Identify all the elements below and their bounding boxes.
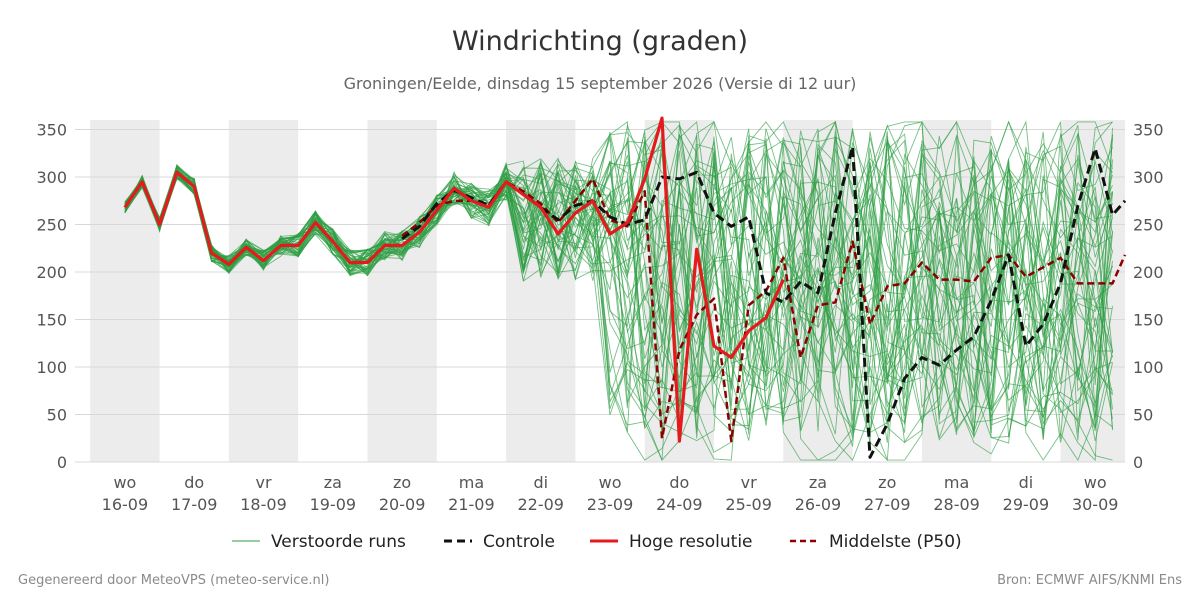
x-tick-day: wo — [1084, 473, 1107, 492]
x-tick-day: zo — [878, 473, 896, 492]
x-tick-date: 17-09 — [171, 495, 218, 514]
legend-label-control: Controle — [483, 532, 555, 552]
footer-source: Bron: ECMWF AIFS/KNMI Ens — [997, 573, 1182, 588]
x-tick-date: 26-09 — [795, 495, 842, 514]
y-tick-label-right: 300 — [1133, 168, 1164, 187]
ensemble-member-line — [124, 133, 1113, 420]
x-tick-day: wo — [599, 473, 622, 492]
legend: Verstoorde runs Controle Hoge resolutie … — [232, 532, 962, 552]
x-tick-day: do — [669, 473, 689, 492]
x-tick-day: za — [324, 473, 342, 492]
x-tick-day: ma — [944, 473, 969, 492]
x-tick-date: 23-09 — [587, 495, 634, 514]
chart-subtitle: Groningen/Eelde, dinsdag 15 september 20… — [344, 74, 857, 93]
x-tick-day: zo — [393, 473, 411, 492]
legend-label-median: Middelste (P50) — [829, 532, 962, 552]
hires-line — [123, 116, 785, 443]
y-tick-label-left: 300 — [36, 168, 67, 187]
y-tick-label-right: 50 — [1133, 406, 1153, 425]
ensemble-member-line — [124, 120, 1113, 440]
ensemble-member-line — [124, 134, 1113, 461]
y-tick-label-right: 100 — [1133, 358, 1164, 377]
ensemble-member-line — [124, 135, 1113, 433]
x-tick-date: 22-09 — [517, 495, 564, 514]
y-tick-labels: 0 0 50 50 100 100 150 150 200 200 250 250 300 300 350 3… — [36, 121, 1163, 473]
x-tick-date: 19-09 — [310, 495, 357, 514]
x-tick-date: 27-09 — [864, 495, 911, 514]
x-tick-day: vr — [741, 473, 757, 492]
x-tick-day: wo — [113, 473, 136, 492]
y-tick-label-left: 0 — [57, 453, 67, 472]
x-tick-date: 24-09 — [656, 495, 703, 514]
x-tick-date: 30-09 — [1072, 495, 1119, 514]
x-tick-date: 18-09 — [240, 495, 287, 514]
y-tick-label-left: 350 — [36, 121, 67, 140]
x-tick-date: 20-09 — [379, 495, 426, 514]
main-series-lines — [123, 116, 1127, 459]
x-tick-day: di — [1019, 473, 1034, 492]
y-tick-label-right: 0 — [1133, 453, 1143, 472]
y-tick-label-right: 200 — [1133, 263, 1164, 282]
x-tick-date: 29-09 — [1003, 495, 1050, 514]
legend-label-ensemble: Verstoorde runs — [271, 532, 406, 552]
chart-title: Windrichting (graden) — [452, 26, 748, 57]
y-tick-label-left: 200 — [36, 263, 67, 282]
x-tick-date: 16-09 — [102, 495, 149, 514]
y-tick-label-left: 50 — [47, 406, 67, 425]
y-tick-label-left: 250 — [36, 216, 67, 235]
x-tick-date: 21-09 — [448, 495, 495, 514]
y-tick-label-left: 150 — [36, 311, 67, 330]
x-tick-day: do — [184, 473, 204, 492]
ensemble-member-line — [124, 128, 1113, 461]
x-tick-day: za — [809, 473, 827, 492]
footer-generated-by: Gegenereerd door MeteoVPS (meteo-service… — [18, 573, 329, 588]
x-tick-date: 28-09 — [933, 495, 980, 514]
y-tick-label-right: 150 — [1133, 311, 1164, 330]
x-tick-labels: wo 16-09 do 17-09 vr 18-09 za 19-09 zo 20-09 ma 21-… — [102, 473, 1119, 514]
x-tick-day: vr — [255, 473, 271, 492]
x-tick-date: 25-09 — [725, 495, 772, 514]
y-tick-label-left: 100 — [36, 358, 67, 377]
x-tick-day: ma — [459, 473, 484, 492]
ensemble-member-line — [124, 121, 1113, 461]
ensemble-member-line — [124, 121, 1113, 462]
ensemble-member-line — [124, 121, 1113, 385]
legend-label-hires: Hoge resolutie — [629, 532, 753, 552]
day-shade-band — [90, 120, 160, 462]
ensemble-member-line — [124, 120, 1113, 442]
day-shade-band — [228, 120, 299, 462]
x-tick-day: di — [533, 473, 548, 492]
y-tick-label-right: 350 — [1133, 121, 1164, 140]
ensemble-member-line — [124, 123, 1113, 443]
day-shade-band — [367, 120, 437, 462]
y-tick-label-right: 250 — [1133, 216, 1164, 235]
ensemble-member-line — [124, 137, 1113, 441]
